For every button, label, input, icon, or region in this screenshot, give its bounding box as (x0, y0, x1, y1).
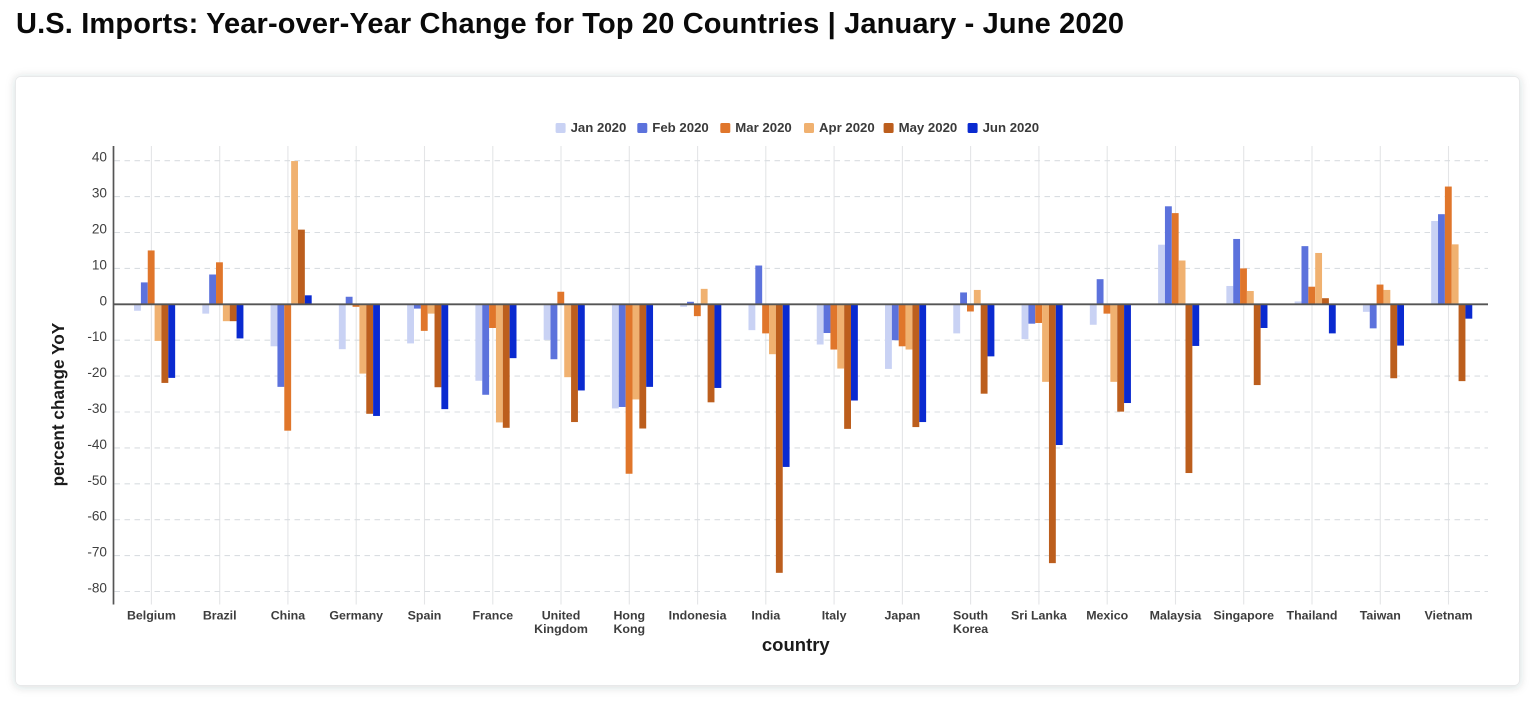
svg-text:-20: -20 (87, 365, 107, 380)
svg-text:Mar 2020: Mar 2020 (735, 120, 791, 135)
svg-text:-60: -60 (87, 509, 107, 524)
svg-text:India: India (751, 609, 780, 623)
svg-text:Vietnam: Vietnam (1425, 609, 1473, 623)
svg-text:Jan 2020: Jan 2020 (571, 120, 627, 135)
svg-text:30: 30 (92, 186, 108, 201)
svg-text:Thailand: Thailand (1287, 609, 1338, 623)
svg-text:Jun 2020: Jun 2020 (983, 120, 1039, 135)
svg-text:-40: -40 (87, 437, 107, 452)
svg-text:Malaysia: Malaysia (1150, 609, 1202, 623)
svg-text:Indonesia: Indonesia (669, 609, 727, 623)
svg-text:Spain: Spain (408, 609, 442, 623)
svg-text:Kingdom: Kingdom (534, 622, 588, 636)
svg-text:Mexico: Mexico (1086, 609, 1128, 623)
svg-text:20: 20 (92, 222, 108, 237)
svg-text:country: country (762, 634, 831, 655)
svg-text:Germany: Germany (329, 609, 383, 623)
svg-text:Kong: Kong (613, 622, 645, 636)
svg-text:0: 0 (99, 293, 107, 308)
svg-text:-80: -80 (87, 581, 107, 596)
svg-text:Sri Lanka: Sri Lanka (1011, 609, 1067, 623)
svg-text:May 2020: May 2020 (899, 120, 958, 135)
svg-text:10: 10 (92, 257, 108, 272)
svg-text:Hong: Hong (613, 609, 645, 623)
svg-text:France: France (472, 609, 513, 623)
svg-text:South: South (953, 609, 988, 623)
svg-text:-30: -30 (87, 401, 107, 416)
svg-text:Italy: Italy (822, 609, 847, 623)
svg-text:Japan: Japan (884, 609, 920, 623)
svg-text:-50: -50 (87, 473, 107, 488)
svg-text:-70: -70 (87, 545, 107, 560)
svg-text:Apr 2020: Apr 2020 (819, 120, 875, 135)
svg-text:Korea: Korea (953, 622, 988, 636)
svg-text:percent change YoY: percent change YoY (48, 322, 68, 486)
svg-text:-10: -10 (87, 329, 107, 344)
svg-text:Singapore: Singapore (1213, 609, 1274, 623)
svg-text:Feb 2020: Feb 2020 (652, 120, 708, 135)
svg-text:United: United (542, 609, 581, 623)
svg-text:Belgium: Belgium (127, 609, 176, 623)
svg-text:Taiwan: Taiwan (1360, 609, 1401, 623)
svg-text:China: China (271, 609, 306, 623)
svg-text:Brazil: Brazil (203, 609, 237, 623)
svg-text:40: 40 (92, 150, 108, 165)
